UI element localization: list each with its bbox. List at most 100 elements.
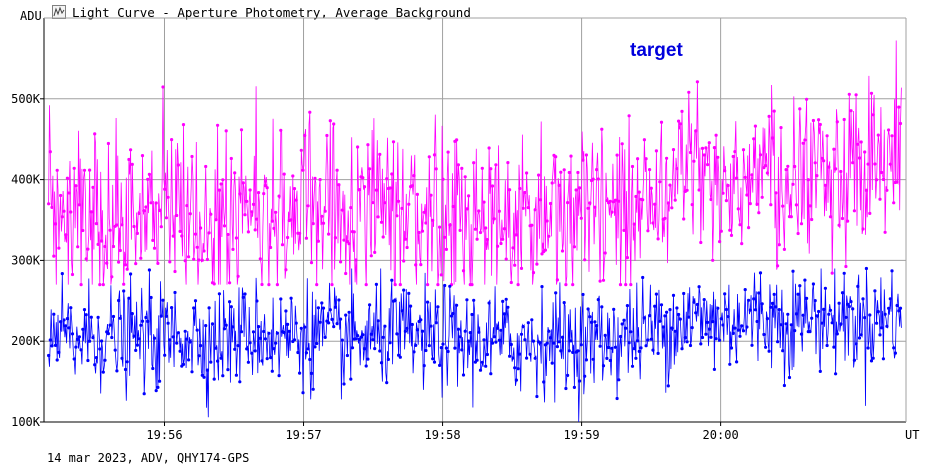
data-point	[844, 315, 848, 319]
data-point	[576, 170, 580, 175]
data-point	[115, 223, 119, 227]
data-point	[728, 228, 732, 232]
data-point	[207, 306, 211, 310]
data-point	[564, 283, 568, 287]
data-point	[625, 304, 630, 308]
data-point	[758, 271, 763, 275]
data-point	[93, 363, 97, 367]
data-point	[441, 177, 445, 181]
data-point	[680, 109, 684, 113]
data-point	[272, 347, 276, 351]
data-point	[200, 258, 204, 262]
data-point	[707, 141, 711, 145]
data-point	[439, 273, 443, 277]
data-point	[526, 321, 530, 325]
data-point	[762, 332, 766, 337]
data-point	[624, 283, 628, 287]
data-point	[327, 321, 331, 325]
data-point	[767, 349, 771, 353]
data-point	[226, 232, 230, 237]
data-point	[103, 358, 107, 362]
data-point	[429, 193, 433, 197]
data-point	[806, 178, 810, 182]
data-point	[499, 328, 503, 332]
data-point	[79, 348, 83, 352]
data-point	[339, 260, 343, 264]
data-point	[644, 344, 648, 348]
data-point	[296, 350, 300, 355]
data-point	[117, 298, 121, 303]
data-point	[484, 364, 488, 368]
data-point	[618, 283, 623, 287]
data-point	[456, 327, 460, 331]
data-point	[697, 285, 701, 289]
data-point	[583, 374, 587, 378]
data-point	[458, 335, 462, 339]
data-point	[658, 319, 662, 323]
data-point	[525, 356, 529, 360]
data-point	[345, 353, 349, 358]
data-point	[279, 128, 283, 132]
data-point	[605, 198, 609, 203]
data-point	[448, 223, 452, 227]
data-point	[897, 105, 901, 109]
data-point	[180, 234, 184, 238]
data-point	[671, 293, 676, 297]
data-point	[743, 288, 747, 292]
data-point	[395, 332, 399, 336]
data-point	[842, 117, 846, 122]
data-point	[415, 192, 419, 196]
data-point	[91, 336, 95, 340]
data-point	[798, 107, 802, 111]
footer-info: 14 mar 2023, ADV, QHY174-GPS	[47, 451, 250, 465]
data-point	[547, 234, 551, 238]
data-point	[656, 237, 660, 241]
data-point	[673, 329, 677, 333]
data-point	[309, 371, 314, 375]
data-point	[451, 311, 455, 316]
data-point	[366, 143, 370, 147]
data-point	[798, 284, 802, 288]
data-point	[711, 320, 715, 324]
data-point	[846, 302, 850, 306]
data-point	[682, 291, 686, 296]
data-point	[670, 326, 674, 330]
data-point	[274, 210, 278, 214]
data-point	[385, 381, 389, 385]
data-point	[747, 226, 751, 230]
data-point	[98, 347, 102, 351]
data-point	[685, 188, 689, 192]
chart-title-bar: Light Curve - Aperture Photometry, Avera…	[52, 3, 471, 21]
chart-title: Light Curve - Aperture Photometry, Avera…	[72, 4, 471, 20]
data-point	[216, 359, 220, 363]
data-point	[311, 387, 315, 391]
data-point	[774, 191, 778, 195]
data-point	[688, 343, 693, 348]
data-point	[799, 332, 804, 336]
data-point	[805, 296, 809, 300]
data-point	[834, 167, 838, 171]
data-point	[468, 331, 472, 335]
data-point	[811, 118, 816, 123]
data-point	[410, 184, 414, 188]
data-point	[508, 188, 512, 192]
series-blue	[47, 266, 903, 423]
data-point	[712, 367, 717, 371]
data-point	[386, 357, 390, 361]
data-point	[876, 133, 880, 137]
data-point	[531, 271, 536, 275]
data-point	[236, 344, 240, 348]
data-point	[72, 357, 76, 361]
data-point	[123, 263, 128, 267]
data-point	[320, 214, 324, 218]
data-point	[226, 368, 230, 372]
data-point	[349, 377, 353, 381]
data-point	[228, 300, 232, 304]
data-point	[205, 368, 209, 372]
data-point	[607, 345, 611, 350]
data-point	[827, 312, 831, 316]
data-point	[330, 283, 334, 287]
data-point	[60, 215, 64, 219]
data-point	[333, 236, 337, 240]
